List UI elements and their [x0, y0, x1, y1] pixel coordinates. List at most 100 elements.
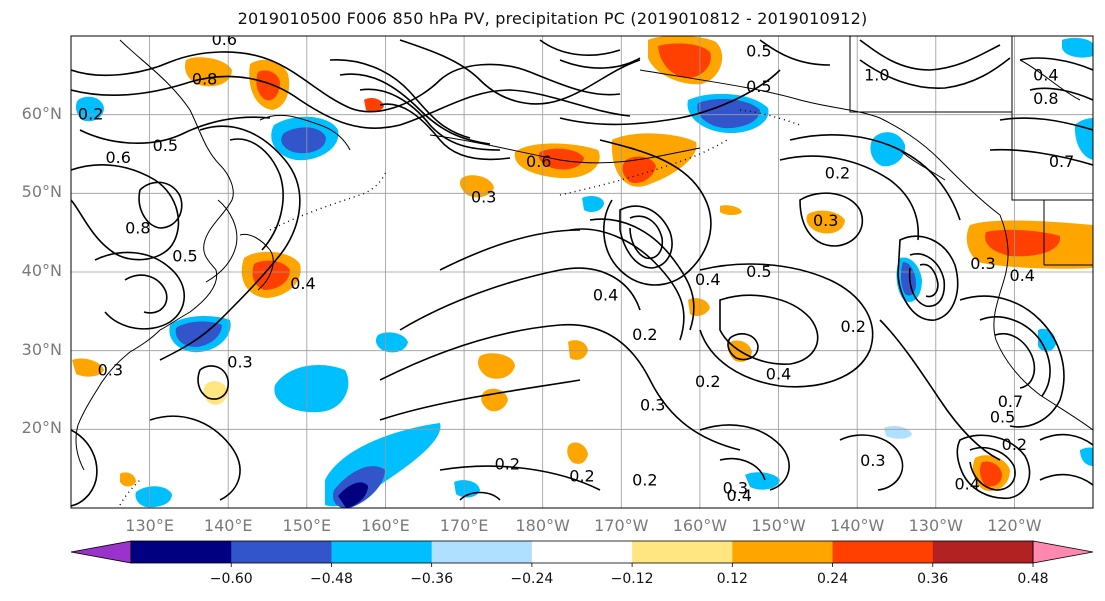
lon-label: 130°W — [908, 516, 963, 535]
shade-pos — [658, 43, 711, 78]
contour-label: 0.4 — [727, 486, 752, 505]
colorbar-segment — [431, 541, 533, 563]
shade-pos — [622, 156, 656, 184]
contour-label: 0.6 — [212, 30, 237, 49]
colorbar-tick-label: −0.12 — [610, 571, 654, 587]
shade-neg — [1062, 37, 1093, 58]
lon-label: 150°W — [751, 516, 806, 535]
shade-pos — [120, 472, 136, 487]
shade-pos — [979, 461, 1002, 487]
colorbar — [70, 540, 1094, 567]
contour-label: 0.7 — [998, 392, 1023, 411]
map-area: 0.60.80.20.50.60.80.50.40.30.30.60.30.50… — [71, 30, 1093, 508]
contour-label: 0.3 — [970, 254, 995, 273]
contour-label: 0.8 — [1033, 89, 1058, 108]
shade-neg — [281, 127, 326, 154]
colorbar-extend-low — [70, 540, 132, 564]
shade-pos — [256, 70, 280, 101]
shade-pos — [567, 442, 588, 464]
colorbar-tick-label: −0.36 — [410, 571, 454, 587]
contour-label: 0.2 — [632, 325, 657, 344]
contour-label: 0.3 — [860, 451, 885, 470]
contour-label: 0.4 — [1033, 65, 1058, 84]
shade-neg — [135, 486, 172, 508]
colorbar-tick-label: 0.60 — [1098, 571, 1105, 587]
colorbar-tick-label: 0.48 — [1017, 571, 1049, 587]
contour-label: 0.2 — [78, 105, 103, 124]
coastlines — [75, 36, 1093, 471]
colorbar-tick-label: 0.24 — [816, 571, 849, 587]
shade-pos — [184, 57, 232, 87]
contour-label: 0.4 — [1010, 266, 1035, 285]
contour-label: 0.5 — [990, 408, 1015, 427]
contour-label: 0.8 — [192, 69, 217, 88]
contour-label: 0.2 — [569, 467, 594, 486]
shade-neg — [900, 262, 916, 296]
contour-label: 0.4 — [954, 474, 979, 493]
contour-label: 0.4 — [766, 364, 791, 383]
shade-pos — [364, 98, 384, 113]
lon-label: 140°E — [203, 516, 253, 535]
shade-neg — [75, 96, 104, 122]
contour-label: 0.4 — [593, 286, 618, 305]
shade-pos — [252, 260, 290, 290]
lon-label: 160°E — [361, 516, 410, 535]
lat-label: 30°N — [21, 339, 62, 359]
lon-label: 120°W — [987, 516, 1042, 535]
contour-label: 0.3 — [640, 396, 665, 415]
lon-label: 130°E — [125, 516, 174, 535]
lon-label: 170°E — [439, 516, 489, 535]
shade-pos — [538, 148, 584, 170]
contour-label: 0.5 — [746, 262, 771, 281]
contour-label: 0.3 — [723, 478, 748, 497]
shade-neg — [697, 98, 760, 129]
contour-label: 0.5 — [172, 246, 197, 265]
lon-label: 180°W — [515, 516, 570, 535]
colorbar-segment — [231, 541, 332, 563]
shade-pos — [72, 358, 104, 377]
pv-contours — [71, 39, 1093, 507]
colorbar-outline — [130, 540, 1034, 564]
colorbar-tick-label: 0.12 — [716, 571, 748, 587]
colorbar-extend-high — [1032, 540, 1094, 564]
shade-pos — [459, 175, 494, 198]
shade-neg — [338, 482, 368, 508]
lon-label: 140°W — [829, 516, 885, 535]
contour-label: 0.2 — [695, 372, 720, 391]
contour-label: 0.2 — [840, 317, 865, 336]
lon-label: 170°W — [594, 516, 649, 535]
contour-label: 0.5 — [153, 136, 178, 155]
contour-label: 0.7 — [1049, 152, 1074, 171]
contour-label: 0.3 — [471, 187, 496, 206]
contour-label: 0.4 — [290, 274, 315, 293]
colorbar-segment — [632, 541, 733, 563]
lon-label: 150°E — [282, 516, 332, 535]
contour-label: 0.3 — [98, 360, 123, 379]
colorbar-segment — [832, 541, 934, 563]
contour-label: 0.5 — [746, 77, 771, 96]
contour-label: 0.2 — [825, 164, 850, 183]
shade-pos — [806, 210, 845, 234]
colorbar-segment — [732, 541, 834, 563]
contour-label: 0.6 — [105, 148, 130, 167]
lat-label: 50°N — [21, 182, 62, 202]
shade-neg — [274, 365, 349, 413]
colorbar-tick-label: 0.36 — [917, 571, 949, 587]
lon-label: 160°W — [672, 516, 728, 535]
lat-label: 20°N — [21, 418, 62, 438]
contour-label: 0.8 — [125, 219, 150, 238]
island-chain — [119, 109, 801, 506]
lat-label: 40°N — [21, 261, 62, 280]
contour-labels: 0.60.80.20.50.60.80.50.40.30.30.60.30.50… — [78, 30, 1074, 505]
colorbar-tick-label: −0.48 — [309, 571, 353, 587]
shade-neg — [745, 472, 780, 490]
contour-label: 0.3 — [227, 352, 252, 371]
contour-label: 0.2 — [1002, 435, 1027, 454]
colorbar-tick-label: −0.24 — [510, 571, 554, 587]
shade-pos — [985, 229, 1061, 257]
colorbar-segment — [531, 541, 633, 563]
shade-neg — [582, 196, 604, 212]
shade-pos — [720, 205, 742, 215]
precip-shading — [72, 36, 1093, 508]
